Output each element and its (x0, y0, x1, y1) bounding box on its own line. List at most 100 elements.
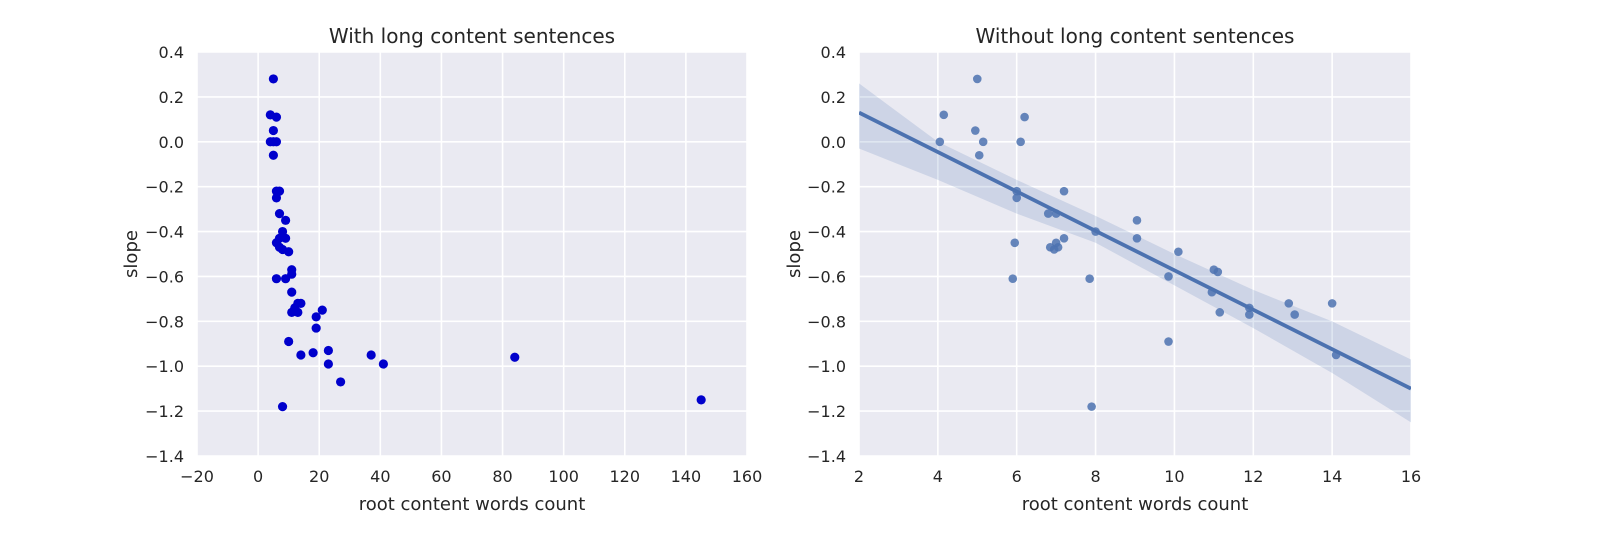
right-data-point (1012, 186, 1022, 196)
left-chart-title: With long content sentences (329, 24, 615, 48)
left-data-point (277, 402, 288, 412)
right-data-point (1284, 299, 1294, 308)
left-y-axis-label: slope (121, 230, 142, 278)
left-data-point (317, 305, 327, 315)
right-data-point (1213, 267, 1223, 277)
right-data-point (1051, 209, 1061, 218)
right-data-point (1087, 402, 1096, 411)
right-data-point (1132, 233, 1142, 243)
right-y-tick-label: −0.8 (807, 312, 846, 331)
right-data-point (971, 126, 980, 135)
right-data-point (1059, 186, 1069, 196)
left-data-point (336, 377, 346, 387)
right-grid (858, 51, 1412, 457)
left-data-point (271, 137, 282, 147)
right-data-point (974, 150, 984, 160)
right-x-tick-label: 12 (1243, 467, 1263, 486)
left-x-tick-label: −20 (180, 467, 214, 486)
right-chart-title: Without long content sentences (976, 24, 1295, 48)
right-points (935, 74, 1341, 411)
right-plot-area (859, 52, 1411, 456)
left-x-axis-label: root content words count (359, 494, 586, 515)
left-y-tick-label: −1.0 (145, 357, 184, 376)
right-x-tick-label: 4 (933, 467, 943, 486)
right-x-tick-label: 6 (1012, 467, 1022, 486)
left-y-tick-label: −0.8 (145, 312, 184, 331)
left-y-tick-label: 0.4 (159, 43, 184, 62)
left-data-point (268, 74, 278, 84)
right-data-point (1207, 287, 1217, 297)
right-x-tick-label: 8 (1090, 467, 1100, 486)
right-y-tick-label: −1.0 (807, 357, 846, 376)
right-y-tick-label: −1.2 (807, 402, 846, 421)
left-y-tick-label: −0.2 (145, 178, 184, 197)
right-data-point (935, 137, 945, 147)
right-y-tick-label: −0.6 (807, 267, 846, 286)
right-x-tick-label: 2 (854, 467, 864, 486)
right-x-tick-label: 14 (1322, 467, 1342, 486)
left-y-tick-label: −0.4 (145, 223, 184, 242)
left-data-point (271, 112, 282, 122)
right-data-point (1290, 310, 1299, 319)
right-y-tick-label: 0.0 (821, 133, 846, 152)
right-data-point (978, 137, 988, 147)
right-data-point (1012, 193, 1022, 203)
right-data-point (1085, 274, 1094, 283)
left-data-point (287, 287, 297, 297)
left-data-point (284, 336, 294, 347)
left-data-point (271, 193, 282, 203)
right-data-point (1016, 137, 1025, 147)
left-x-tick-label: 160 (732, 467, 763, 486)
left-x-tick-label: 60 (431, 467, 451, 486)
right-confidence-band (859, 83, 1411, 423)
left-data-point (281, 274, 291, 284)
right-data-point (1164, 337, 1173, 346)
left-x-tick-label: 40 (370, 467, 390, 486)
left-data-point (510, 352, 520, 362)
right-data-point (1331, 350, 1341, 360)
left-data-point (366, 350, 376, 360)
left-y-tick-label: 0.0 (159, 133, 184, 152)
right-data-point (1059, 233, 1069, 243)
left-data-point (284, 247, 294, 257)
left-y-tick-label: −1.4 (145, 447, 184, 466)
right-y-tick-label: −1.4 (807, 447, 846, 466)
right-y-tick-label: 0.4 (821, 43, 846, 62)
right-y-axis-label: slope (784, 230, 805, 278)
right-y-tick-label: −0.2 (807, 178, 846, 197)
right-data-point (1164, 272, 1173, 281)
left-x-tick-label: 100 (548, 467, 579, 486)
left-x-tick-label: 140 (671, 467, 702, 486)
left-data-point (323, 359, 333, 369)
left-x-tick-label: 80 (492, 467, 512, 486)
left-x-tick-label: 0 (253, 467, 263, 486)
right-data-point (1327, 299, 1337, 308)
right-regression-line (859, 110, 1411, 391)
left-data-point (308, 348, 318, 358)
right-data-point (1174, 247, 1183, 257)
right-y-tick-label: −0.4 (807, 223, 846, 242)
left-data-point (378, 359, 388, 369)
left-plot-area (197, 52, 747, 456)
right-data-point (1020, 112, 1029, 122)
left-data-point (311, 323, 321, 333)
left-data-point (696, 395, 706, 405)
left-data-point (311, 312, 321, 322)
right-data-point (1132, 216, 1142, 225)
left-chart: With long content sentences root content… (121, 24, 762, 515)
left-x-tick-label: 20 (309, 467, 329, 486)
left-grid (196, 51, 748, 457)
right-data-point (939, 110, 949, 120)
left-y-tick-label: 0.2 (159, 88, 184, 107)
right-data-point (1245, 310, 1254, 319)
right-x-tick-label: 16 (1401, 467, 1421, 486)
left-data-point (281, 233, 291, 243)
right-data-point (1091, 227, 1100, 236)
right-x-tick-label: 10 (1164, 467, 1184, 486)
right-data-point (1010, 238, 1020, 248)
left-data-point (268, 125, 278, 136)
right-chart: Without long content sentences root cont… (784, 24, 1421, 515)
left-data-point (296, 350, 306, 360)
left-x-tick-label: 120 (610, 467, 641, 486)
